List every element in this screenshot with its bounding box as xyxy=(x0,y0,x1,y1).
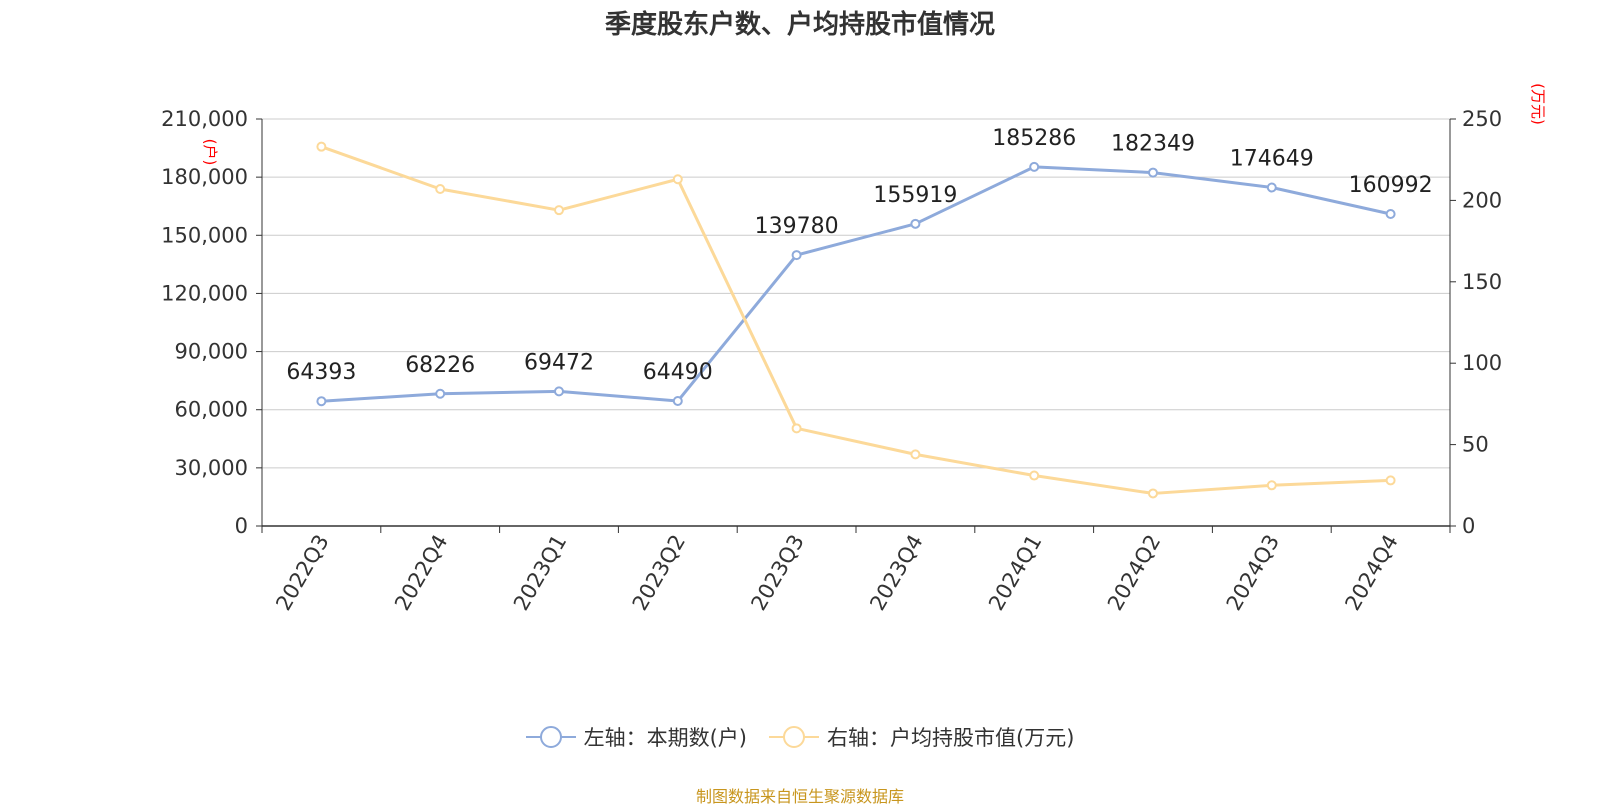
data-point-right xyxy=(1148,488,1158,499)
data-point-right xyxy=(1029,470,1040,481)
series-line-left xyxy=(321,165,1391,403)
x-axis-tick-label: 2024Q3 xyxy=(1222,531,1284,615)
legend-marker-blue-icon xyxy=(525,726,576,748)
x-axis-tick-label: 2024Q4 xyxy=(1340,531,1402,615)
data-label: 174649 xyxy=(1230,147,1314,172)
data-point-left xyxy=(435,388,446,399)
data-label: 155919 xyxy=(873,183,957,208)
data-label: 64490 xyxy=(643,360,713,385)
x-axis-tick-label: 2024Q2 xyxy=(1103,531,1165,615)
left-axis-tick-label: 150,000 xyxy=(161,223,248,247)
left-axis-tick-label: 90,000 xyxy=(175,340,248,364)
data-point-left xyxy=(1029,161,1040,172)
data-point-left xyxy=(554,386,564,397)
source-note: 制图数据来自恒生聚源数据库 xyxy=(695,787,904,806)
right-axis-tick-label: 200 xyxy=(1462,188,1502,212)
data-label: 185286 xyxy=(992,126,1076,151)
series-line-right xyxy=(320,145,1391,495)
data-point-right xyxy=(910,449,921,460)
data-point-left xyxy=(791,250,802,261)
right-axis-tick-label: 0 xyxy=(1462,514,1475,538)
x-axis-tick-label: 2023Q3 xyxy=(746,531,808,615)
right-axis-tick-label: 50 xyxy=(1462,433,1489,457)
data-point-right xyxy=(316,141,327,152)
left-axis-tick-label: 30,000 xyxy=(175,456,248,480)
right-axis-tick-label: 150 xyxy=(1462,270,1502,294)
chart-title: 季度股东户数、户均持股市值情况 xyxy=(604,10,995,40)
data-point-right xyxy=(1385,475,1396,486)
x-axis-tick-label: 2023Q4 xyxy=(865,531,927,615)
data-point-left xyxy=(1148,167,1158,178)
data-point-left xyxy=(1266,182,1277,193)
left-axis-tick-label: 120,000 xyxy=(161,281,248,305)
data-label: 68226 xyxy=(405,353,475,378)
gridlines xyxy=(262,118,1450,469)
series-layer xyxy=(316,141,1396,499)
data-point-right xyxy=(791,423,802,434)
data-point-right xyxy=(1266,480,1277,491)
legend-marker-yellow-icon xyxy=(769,726,819,748)
left-axis-tick-label: 0 xyxy=(235,514,248,538)
left-axis-tick-label: 210,000 xyxy=(161,107,248,131)
legend-label-left-series: 左轴：本期数(户) xyxy=(583,726,747,750)
x-axis-tick-label: 2023Q2 xyxy=(628,531,690,615)
right-axis-unit: (万元) xyxy=(1529,83,1547,125)
right-axis-tick-label: 250 xyxy=(1462,107,1502,131)
data-label: 64393 xyxy=(286,360,356,385)
legend: 左轴：本期数(户) 右轴：户均持股市值(万元) xyxy=(0,722,1600,752)
data-label: 160992 xyxy=(1349,173,1433,198)
left-axis-unit: (户) xyxy=(201,139,219,166)
data-labels: 64393 68226 69472 64490 139780 155919 185286 18… xyxy=(286,126,1432,385)
x-axis-tick-label: 2022Q4 xyxy=(390,531,452,615)
data-point-right xyxy=(672,174,683,185)
data-point-left xyxy=(316,396,327,407)
legend-item-left-series[interactable]: 左轴：本期数(户) xyxy=(525,722,747,752)
data-label: 182349 xyxy=(1111,132,1195,157)
data-point-left xyxy=(910,218,921,229)
x-axis-tick-label: 2023Q1 xyxy=(509,531,571,615)
legend-label-right-series: 右轴：户均持股市值(万元) xyxy=(827,726,1075,750)
x-axis-tick-label: 2022Q3 xyxy=(271,531,333,615)
data-label: 139780 xyxy=(755,214,839,239)
x-axis-tick-label: 2024Q1 xyxy=(984,531,1046,615)
data-point-left xyxy=(672,396,683,407)
data-point-right xyxy=(435,184,446,195)
data-point-right xyxy=(554,205,564,216)
left-axis-tick-label: 180,000 xyxy=(161,165,248,189)
legend-item-right-series[interactable]: 右轴：户均持股市值(万元) xyxy=(769,722,1074,752)
data-label: 69472 xyxy=(524,350,594,375)
right-axis-tick-label: 100 xyxy=(1462,351,1502,375)
left-axis-tick-label: 60,000 xyxy=(175,398,248,422)
data-point-left xyxy=(1385,208,1396,219)
